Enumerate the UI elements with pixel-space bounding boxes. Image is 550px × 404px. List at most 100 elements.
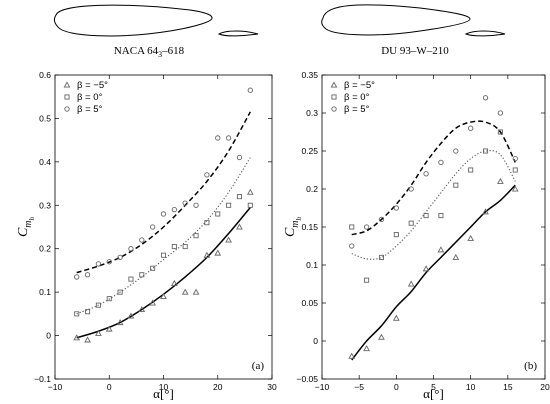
data-point-triangle xyxy=(160,292,167,300)
airfoil-right-caption: DU 93–W–210 xyxy=(381,45,449,57)
data-point-circle xyxy=(378,216,385,223)
data-point-triangle xyxy=(127,312,135,319)
y-tick-label: 0.2 xyxy=(39,244,51,254)
legend-label: β = 5° xyxy=(344,104,370,115)
data-point-triangle xyxy=(225,236,232,243)
x-tick-label: −5 xyxy=(354,382,364,392)
data-point-triangle xyxy=(363,345,370,352)
data-point-square xyxy=(393,232,399,238)
airfoil-right-sketch xyxy=(321,4,506,37)
data-point-triangle xyxy=(497,177,504,184)
x-tick-label: 0 xyxy=(107,382,112,392)
data-point-triangle xyxy=(482,208,489,215)
data-point-triangle xyxy=(392,314,400,321)
data-point-circle xyxy=(512,155,518,162)
data-point-circle xyxy=(408,186,414,192)
legend-marker-square xyxy=(331,94,337,100)
data-point-square xyxy=(160,252,167,258)
data-point-triangle xyxy=(192,288,200,295)
data-point-circle xyxy=(482,95,489,101)
data-point-triangle xyxy=(95,329,102,336)
data-point-circle xyxy=(84,272,91,278)
data-point-triangle xyxy=(236,223,243,230)
data-point-circle xyxy=(95,261,102,267)
data-point-circle xyxy=(139,237,145,243)
data-point-triangle xyxy=(467,234,475,241)
y-tick-label: 0.35 xyxy=(301,70,318,80)
legend-marker-triangle xyxy=(330,81,338,88)
data-point-circle xyxy=(171,206,178,213)
legend-marker-circle xyxy=(64,106,70,112)
airfoil-left-caption: NACA 643–618 xyxy=(114,45,185,59)
data-point-triangle xyxy=(407,280,415,287)
data-point-circle xyxy=(117,254,123,261)
data-point-triangle xyxy=(246,188,254,195)
data-point-square xyxy=(204,220,210,226)
data-point-square xyxy=(171,244,177,250)
data-point-circle xyxy=(349,243,355,249)
data-point-triangle xyxy=(437,246,445,253)
data-point-square xyxy=(182,244,188,250)
data-point-square xyxy=(236,194,242,200)
data-point-square xyxy=(468,167,474,173)
data-point-circle xyxy=(247,87,253,93)
data-point-triangle xyxy=(84,336,91,343)
data-point-triangle xyxy=(348,352,356,359)
data-point-triangle xyxy=(170,279,178,286)
y-tick-label: −0.05 xyxy=(296,374,318,384)
data-point-square xyxy=(349,224,355,230)
data-point-circle xyxy=(225,135,232,141)
data-point-square xyxy=(139,272,145,278)
data-point-square xyxy=(193,233,199,239)
data-point-triangle xyxy=(138,305,146,313)
fit-curve-dotted xyxy=(76,157,251,315)
data-point-square xyxy=(226,202,232,208)
data-point-circle xyxy=(423,171,429,177)
data-point-square xyxy=(95,302,101,308)
legend-label: β = 5° xyxy=(77,104,103,115)
y-tick-label: 0.3 xyxy=(39,200,51,210)
y-tick-label: 0.6 xyxy=(39,70,51,80)
y-axis-label-b: Cmh xyxy=(283,216,303,237)
y-tick-label: −0.1 xyxy=(34,374,51,384)
data-point-square xyxy=(364,277,370,283)
x-tick-label: 20 xyxy=(213,382,223,392)
y-tick-label: 0 xyxy=(313,336,318,346)
data-point-square xyxy=(378,254,384,260)
data-point-square xyxy=(85,309,91,315)
data-point-square xyxy=(438,213,444,219)
y-tick-label: 0.1 xyxy=(306,260,318,270)
x-tick-label: 10 xyxy=(466,382,476,392)
x-tick-label: 10 xyxy=(159,382,169,392)
data-point-square xyxy=(483,148,489,154)
y-tick-label: 0.4 xyxy=(39,157,51,167)
y-tick-label: 0.2 xyxy=(306,184,318,194)
legend-label: β = 0° xyxy=(77,92,103,103)
y-tick-label: 0.1 xyxy=(39,287,51,297)
legend-label: β = 0° xyxy=(344,92,370,103)
data-point-square xyxy=(74,311,80,317)
data-point-square xyxy=(117,289,123,295)
data-point-circle xyxy=(193,202,199,208)
data-point-triangle xyxy=(181,288,189,295)
data-point-square xyxy=(423,213,429,219)
data-point-square xyxy=(497,129,503,135)
data-point-triangle xyxy=(214,249,222,256)
legend-label: β = −5° xyxy=(344,80,375,91)
x-axis-label-b: α[°] xyxy=(423,386,444,401)
x-axis-label-a: α[°] xyxy=(153,386,174,401)
data-point-circle xyxy=(453,148,459,154)
data-point-circle xyxy=(393,205,399,211)
x-tick-label: 20 xyxy=(540,382,550,392)
airfoil-left-sketch xyxy=(53,4,259,37)
y-tick-label: 0.25 xyxy=(301,146,318,156)
data-point-circle xyxy=(236,154,243,161)
data-point-circle xyxy=(204,172,210,178)
y-axis-label-a: Cmh xyxy=(16,216,36,237)
panel-label: (a) xyxy=(252,360,265,372)
data-point-triangle xyxy=(511,185,519,192)
y-tick-label: 0.5 xyxy=(39,113,51,123)
fit-curve-dashed xyxy=(76,111,251,274)
data-point-square xyxy=(128,276,134,282)
